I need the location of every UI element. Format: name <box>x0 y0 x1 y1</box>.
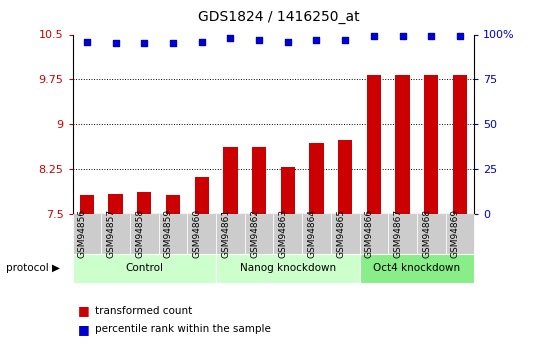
Point <box>341 37 350 43</box>
Point <box>226 35 235 41</box>
Point <box>83 39 92 45</box>
Text: GSM94869: GSM94869 <box>451 209 460 258</box>
Bar <box>223 147 238 214</box>
Bar <box>137 193 151 214</box>
Text: GSM94863: GSM94863 <box>279 209 288 258</box>
Text: GSM94866: GSM94866 <box>365 209 374 258</box>
Bar <box>309 143 324 214</box>
Text: GSM94857: GSM94857 <box>107 209 116 258</box>
Point <box>111 41 120 46</box>
Bar <box>252 147 266 214</box>
Bar <box>424 75 439 214</box>
Point <box>427 33 436 39</box>
Text: GSM94860: GSM94860 <box>193 209 201 258</box>
Point <box>398 33 407 39</box>
Point <box>254 37 263 43</box>
Text: GSM94861: GSM94861 <box>222 209 230 258</box>
Text: protocol ▶: protocol ▶ <box>6 263 60 273</box>
Point <box>283 39 292 45</box>
Text: GSM94868: GSM94868 <box>422 209 431 258</box>
Text: GSM94856: GSM94856 <box>78 209 87 258</box>
Text: ■: ■ <box>78 304 90 317</box>
Text: Oct4 knockdown: Oct4 knockdown <box>373 263 460 273</box>
Point <box>369 33 378 39</box>
Text: percentile rank within the sample: percentile rank within the sample <box>95 325 271 334</box>
Text: GSM94858: GSM94858 <box>135 209 145 258</box>
Bar <box>453 75 467 214</box>
Bar <box>281 167 295 214</box>
Text: transformed count: transformed count <box>95 306 192 315</box>
Text: GSM94864: GSM94864 <box>307 209 316 258</box>
Text: GSM94867: GSM94867 <box>393 209 402 258</box>
Text: GDS1824 / 1416250_at: GDS1824 / 1416250_at <box>198 10 360 24</box>
Text: Control: Control <box>126 263 163 273</box>
Point <box>312 37 321 43</box>
Bar <box>195 177 209 214</box>
Text: GSM94859: GSM94859 <box>164 209 173 258</box>
Point <box>197 39 206 45</box>
Text: ■: ■ <box>78 323 90 336</box>
Text: GSM94865: GSM94865 <box>336 209 345 258</box>
Bar <box>367 75 381 214</box>
Point <box>169 41 177 46</box>
Text: Nanog knockdown: Nanog knockdown <box>240 263 336 273</box>
Point <box>455 33 464 39</box>
Bar <box>166 195 180 214</box>
Bar <box>338 140 352 214</box>
Bar <box>108 194 123 214</box>
Bar <box>396 75 410 214</box>
Text: GSM94862: GSM94862 <box>250 209 259 258</box>
Point <box>140 41 149 46</box>
Bar <box>80 195 94 214</box>
